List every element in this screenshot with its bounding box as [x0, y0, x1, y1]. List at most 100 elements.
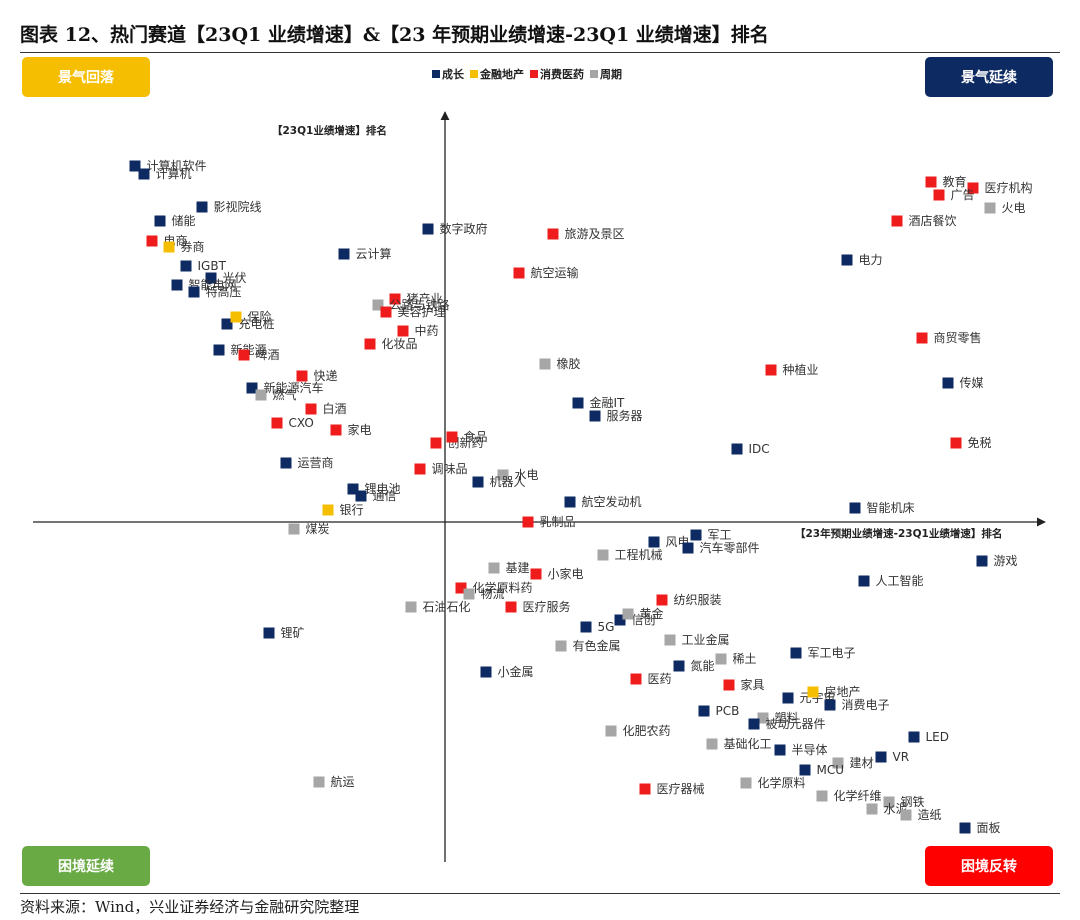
data-point-label: 金融IT — [590, 395, 626, 410]
data-point-label: 航运 — [331, 774, 355, 789]
y-axis-label: 【23Q1业绩增速】排名 — [272, 124, 387, 137]
title-divider — [20, 52, 1060, 53]
data-point — [313, 776, 325, 788]
data-point-label: 乳制品 — [540, 515, 576, 529]
data-point — [715, 653, 727, 665]
data-point — [146, 235, 158, 247]
data-point-label: 水电 — [515, 468, 539, 482]
data-point — [933, 189, 945, 201]
data-point — [271, 417, 283, 429]
data-point — [355, 490, 367, 502]
data-point — [942, 377, 954, 389]
data-point-label: VR — [893, 750, 910, 764]
data-point — [816, 790, 828, 802]
data-point-label: 军工 — [708, 528, 732, 542]
data-point — [522, 516, 534, 528]
data-point-label: 钢铁 — [901, 795, 925, 809]
data-point — [163, 241, 175, 253]
data-point-label: 化妆品 — [382, 337, 418, 351]
data-point — [180, 260, 192, 272]
data-point-label: 化肥农药 — [623, 724, 671, 738]
data-point-label: 啤酒 — [256, 347, 280, 362]
data-point-label: 燃气 — [273, 387, 297, 402]
data-point — [347, 483, 359, 495]
data-point — [296, 370, 308, 382]
data-point — [774, 744, 786, 756]
data-point-label: 医疗机构 — [985, 180, 1033, 195]
data-point — [824, 699, 836, 711]
data-point-label: 航空发动机 — [582, 494, 642, 509]
data-point-label: 煤炭 — [306, 522, 330, 536]
data-point — [539, 358, 551, 370]
data-point-label: 工业金属 — [682, 632, 730, 647]
data-point — [614, 614, 626, 626]
legend-label: 金融地产 — [480, 68, 524, 81]
data-point — [664, 634, 676, 646]
x-axis-label: 【23年预期业绩增速-23Q1业绩增速】排名 — [795, 527, 1002, 540]
data-point-label: 小金属 — [498, 664, 534, 679]
data-point-label: 猪产业 — [407, 292, 443, 306]
data-point — [900, 809, 912, 821]
data-point — [129, 160, 141, 172]
data-point — [246, 382, 258, 394]
data-point — [648, 536, 660, 548]
data-point-label: 消费电子 — [842, 698, 890, 712]
data-point-label: 医疗器械 — [657, 781, 705, 796]
data-point-label: 军工电子 — [808, 646, 856, 660]
data-point — [338, 248, 350, 260]
legend-swatch — [470, 70, 478, 78]
data-point — [748, 718, 760, 730]
data-point — [488, 562, 500, 574]
data-point-label: 航空运输 — [531, 265, 579, 280]
legend-item: 消费医药 — [530, 66, 584, 82]
data-point-label: 银行 — [340, 503, 364, 517]
data-point-label: 家具 — [741, 677, 765, 692]
data-point-label: 智能电网 — [189, 277, 237, 292]
data-point-label: 特高压 — [206, 284, 242, 299]
data-point-label: IGBT — [198, 259, 227, 273]
data-point-label: 火电 — [1002, 201, 1026, 215]
data-point — [690, 529, 702, 541]
quadrant-label-bottom-left: 困境延续 — [22, 846, 150, 886]
quadrant-label-top-right: 景气延续 — [925, 57, 1053, 97]
legend-item: 金融地产 — [470, 66, 524, 82]
data-point-label: 中药 — [415, 323, 439, 338]
data-point-label: 物流 — [481, 587, 505, 601]
data-point-label: 云计算 — [356, 246, 392, 261]
data-point-label: 化学原料药 — [473, 580, 533, 595]
data-point-label: 房地产 — [825, 684, 861, 699]
data-point — [446, 431, 458, 443]
data-point-label: MCU — [817, 763, 845, 777]
data-point-label: 酒店餐饮 — [909, 213, 957, 228]
data-point — [950, 437, 962, 449]
legend-item: 周期 — [590, 66, 622, 82]
data-point — [682, 542, 694, 554]
data-point — [547, 228, 559, 240]
data-point — [230, 311, 242, 323]
data-point — [138, 168, 150, 180]
data-point — [698, 705, 710, 717]
data-point-label: 券商 — [181, 239, 205, 254]
data-point — [414, 463, 426, 475]
data-point — [832, 757, 844, 769]
data-point — [740, 777, 752, 789]
data-point — [731, 443, 743, 455]
data-point — [472, 476, 484, 488]
data-point-label: 公路与铁路 — [390, 297, 450, 312]
data-point — [799, 764, 811, 776]
data-point-label: 塑料 — [775, 710, 799, 725]
data-point — [891, 215, 903, 227]
data-point — [322, 504, 334, 516]
data-point-label: 5G — [598, 620, 615, 634]
data-point-label: 食品 — [464, 429, 488, 444]
data-point — [221, 318, 233, 330]
data-point — [630, 673, 642, 685]
data-point-label: 美容护理 — [398, 304, 446, 319]
data-point — [572, 397, 584, 409]
data-point-label: 光伏 — [223, 271, 247, 285]
data-point — [463, 588, 475, 600]
data-point — [807, 686, 819, 698]
data-point — [205, 272, 217, 284]
data-point-label: 工程机械 — [615, 547, 663, 562]
data-point-label: 被动元器件 — [766, 717, 826, 731]
